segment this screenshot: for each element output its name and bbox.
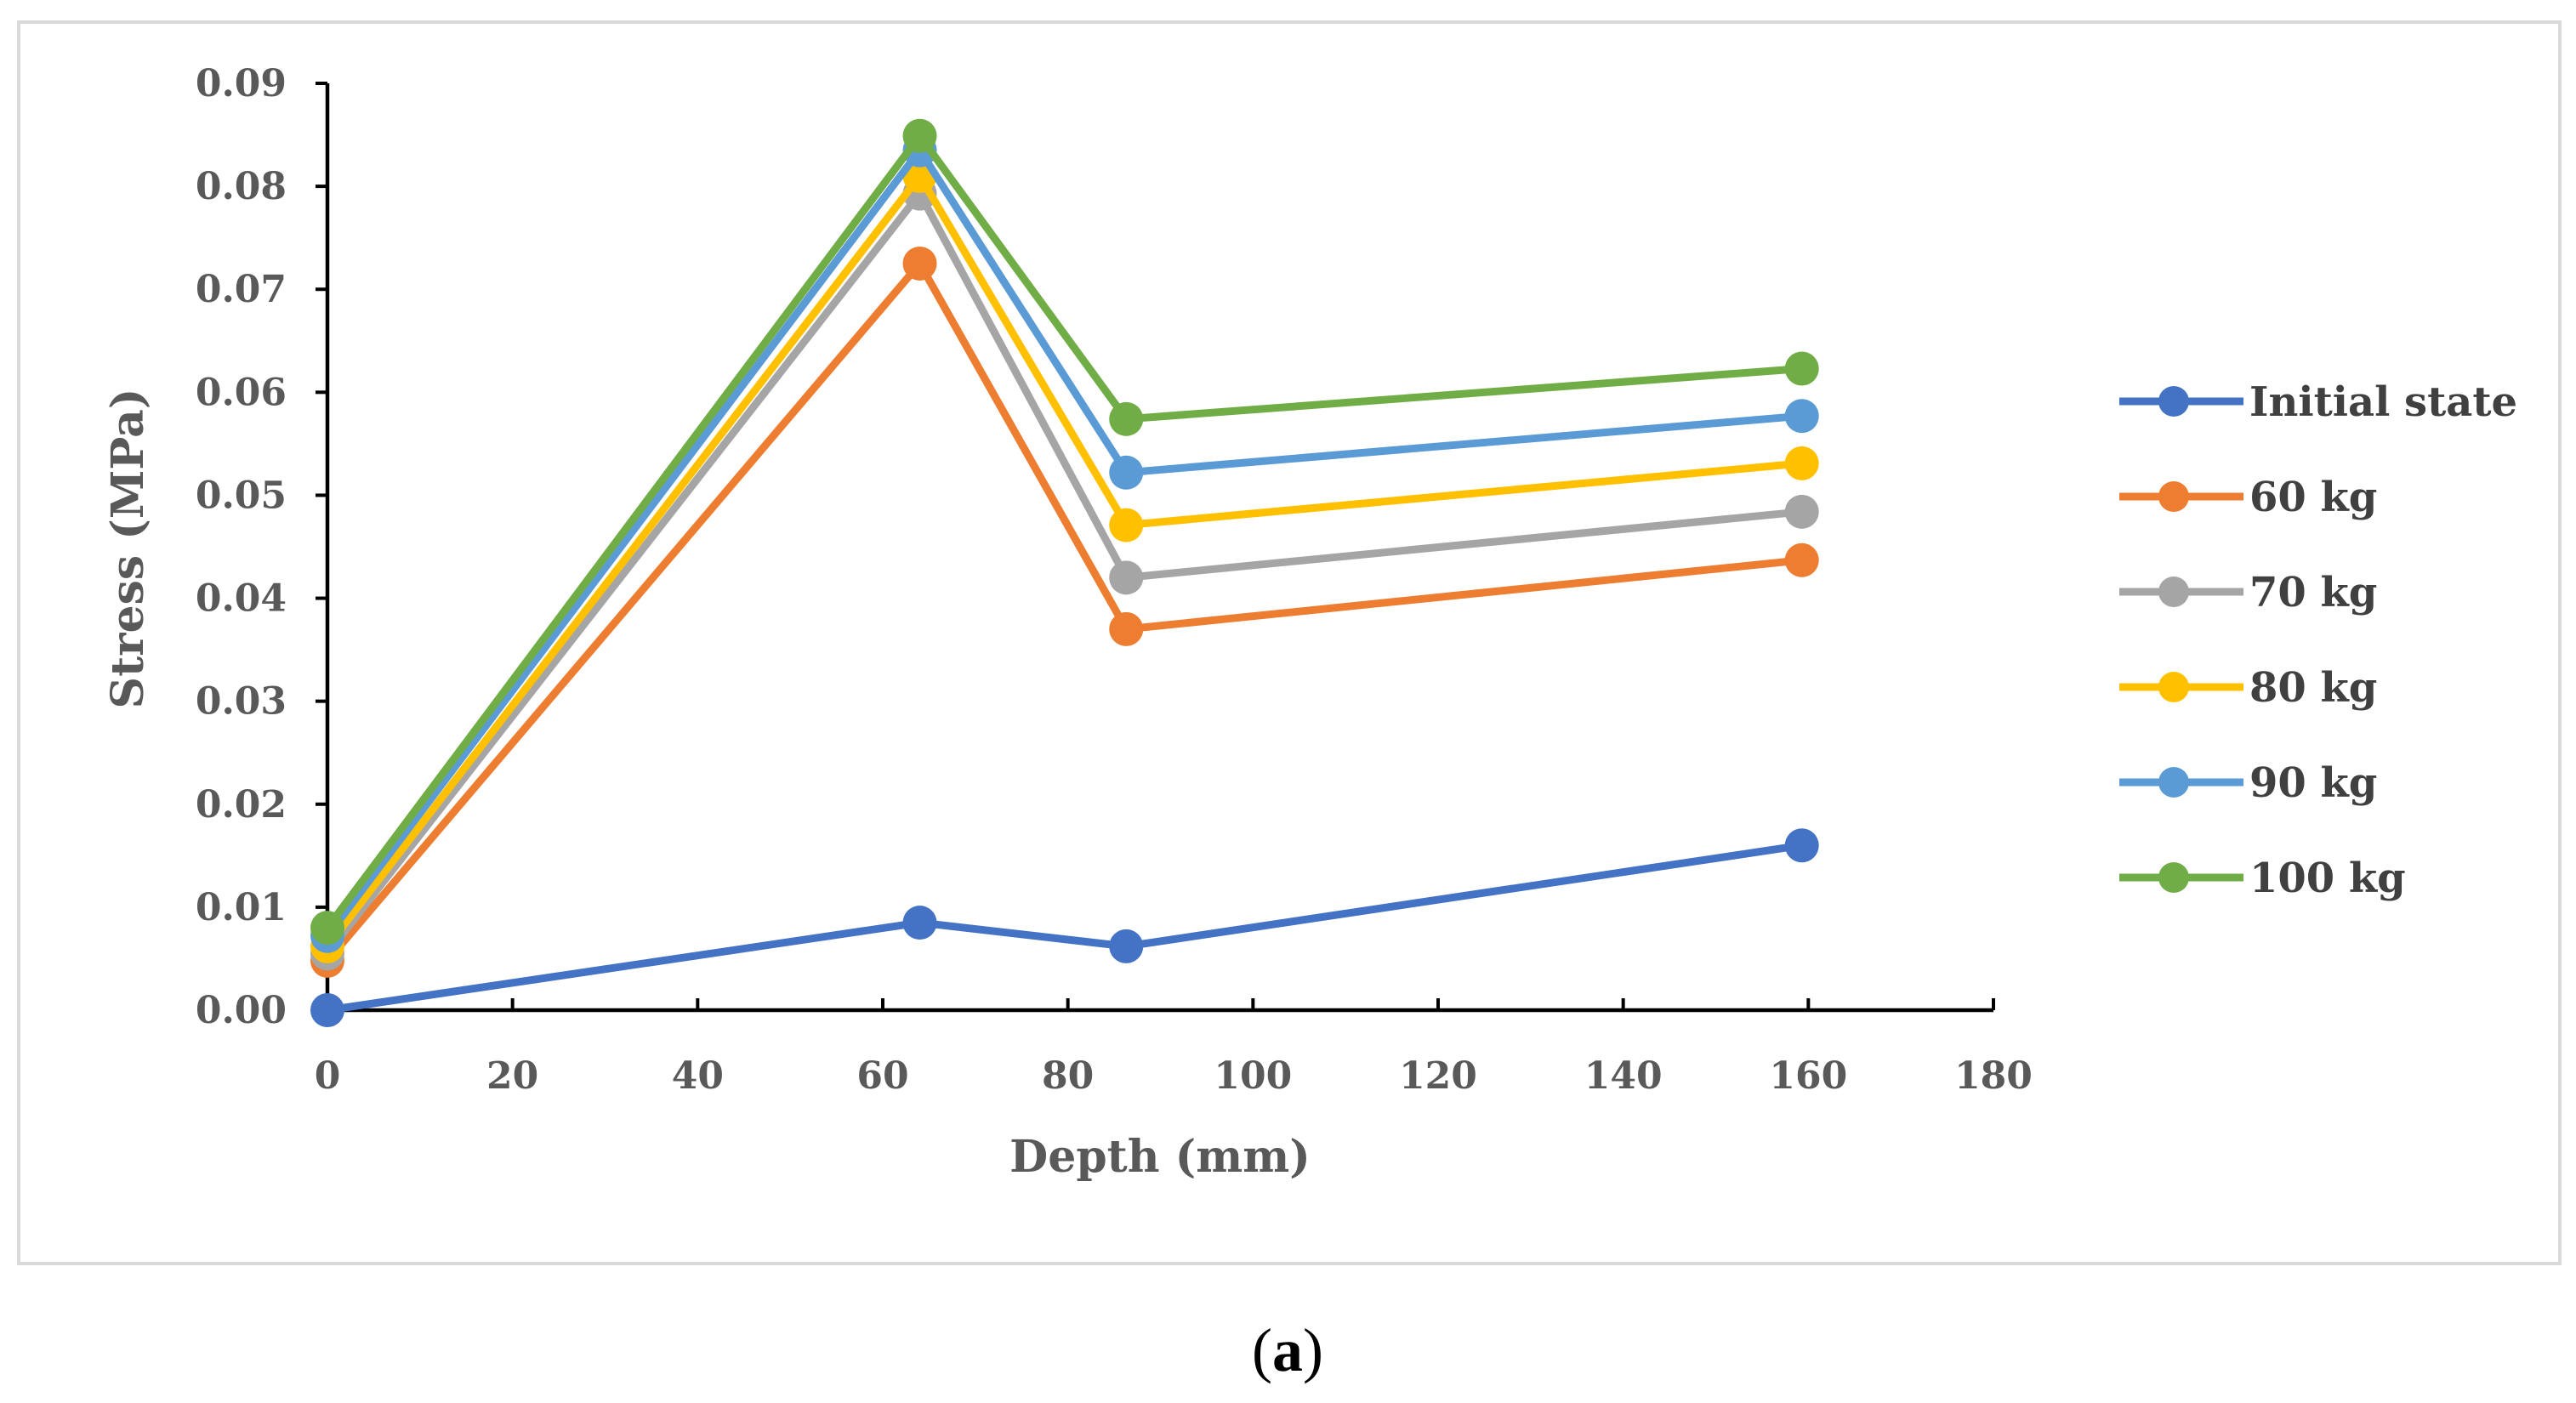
axes: 0.00 0.01 0.02 0.03 0.04 0.05 0.06 0.07 0.08 0.09… xyxy=(196,62,2033,1098)
x-tick-label: 100 xyxy=(1214,1054,1292,1098)
legend-swatch-marker xyxy=(2158,577,2189,607)
y-tick-label: 0.02 xyxy=(196,783,287,826)
chart-frame xyxy=(17,20,2562,1265)
legend-label: 60 kg xyxy=(2249,474,2377,521)
series-line xyxy=(327,841,1803,1014)
data-point xyxy=(902,118,937,153)
x-tick-label: 0 xyxy=(315,1054,341,1098)
caption-close: ) xyxy=(1303,1316,1323,1384)
x-tick-label: 180 xyxy=(1954,1054,2033,1098)
x-tick-label: 40 xyxy=(672,1054,724,1098)
data-point xyxy=(1784,399,1819,434)
y-tick-label: 0.09 xyxy=(196,62,287,105)
data-point xyxy=(1109,508,1144,542)
caption-open: ( xyxy=(1252,1316,1272,1384)
data-point xyxy=(1109,455,1144,490)
legend-swatch-marker xyxy=(2158,672,2189,702)
series-initial-state xyxy=(310,828,1819,1027)
data-point xyxy=(1109,929,1144,963)
data-point xyxy=(1784,542,1819,577)
legend-label: Initial state xyxy=(2249,378,2517,426)
legend-label: 70 kg xyxy=(2249,569,2377,616)
legend-item: 100 kg xyxy=(2119,855,2406,902)
data-point xyxy=(1109,611,1144,646)
legend-swatch-marker xyxy=(2158,386,2189,417)
series-line xyxy=(324,186,1803,957)
figure-caption: (a) xyxy=(1252,1316,1323,1384)
data-point xyxy=(1784,351,1819,386)
caption-letter: a xyxy=(1272,1316,1303,1384)
x-tick-label: 60 xyxy=(856,1054,908,1098)
legend-swatch-marker xyxy=(2158,767,2189,798)
y-tick-label: 0.03 xyxy=(196,680,287,724)
x-tick-label: 80 xyxy=(1042,1054,1094,1098)
legend-label: 90 kg xyxy=(2249,759,2377,807)
legend-item: 70 kg xyxy=(2119,569,2377,616)
y-tick-label: 0.01 xyxy=(196,886,287,929)
series-line xyxy=(324,143,1803,939)
data-point xyxy=(1109,401,1144,436)
x-tick-label: 140 xyxy=(1584,1054,1663,1098)
legend-swatch-marker xyxy=(2158,481,2189,512)
series-100-kg xyxy=(310,118,1819,946)
legend-item: 90 kg xyxy=(2119,759,2377,807)
legend: Initial state 60 kg 70 kg 80 kg 90 kg 100 kg xyxy=(2119,378,2517,902)
data-point xyxy=(310,911,344,946)
legend-label: 100 kg xyxy=(2249,855,2406,902)
data-point xyxy=(1109,560,1144,595)
x-axis-title: Depth (mm) xyxy=(1009,1131,1311,1183)
series-layer xyxy=(310,118,1819,1027)
y-tick-label: 0.08 xyxy=(196,165,287,208)
series-line xyxy=(324,257,1803,963)
data-point xyxy=(902,246,937,281)
legend-item: 60 kg xyxy=(2119,474,2377,521)
data-point xyxy=(1784,494,1819,529)
x-tick-label: 160 xyxy=(1769,1054,1847,1098)
x-ticks: 0 20 40 60 80 100 120 140 160 180 xyxy=(315,998,2033,1098)
data-point xyxy=(1784,828,1819,863)
y-tick-label: 0.05 xyxy=(196,474,287,517)
y-axis-title: Stress (MPa) xyxy=(102,389,154,709)
legend-swatch-marker xyxy=(2158,862,2189,893)
x-tick-label: 120 xyxy=(1399,1054,1477,1098)
data-point xyxy=(902,906,937,940)
series-line xyxy=(324,168,1803,949)
y-tick-label: 0.07 xyxy=(196,268,287,311)
legend-item: 80 kg xyxy=(2119,664,2377,712)
x-tick-label: 20 xyxy=(486,1054,538,1098)
data-point xyxy=(310,993,344,1027)
legend-item: Initial state xyxy=(2119,378,2517,426)
y-ticks: 0.00 0.01 0.02 0.03 0.04 0.05 0.06 0.07 0.08 0.09 xyxy=(196,62,327,1032)
y-tick-label: 0.00 xyxy=(196,989,287,1032)
legend-label: 80 kg xyxy=(2249,664,2377,712)
data-point xyxy=(1784,446,1819,480)
y-tick-label: 0.06 xyxy=(196,371,287,414)
series-line xyxy=(324,129,1803,930)
y-tick-label: 0.04 xyxy=(196,577,287,621)
